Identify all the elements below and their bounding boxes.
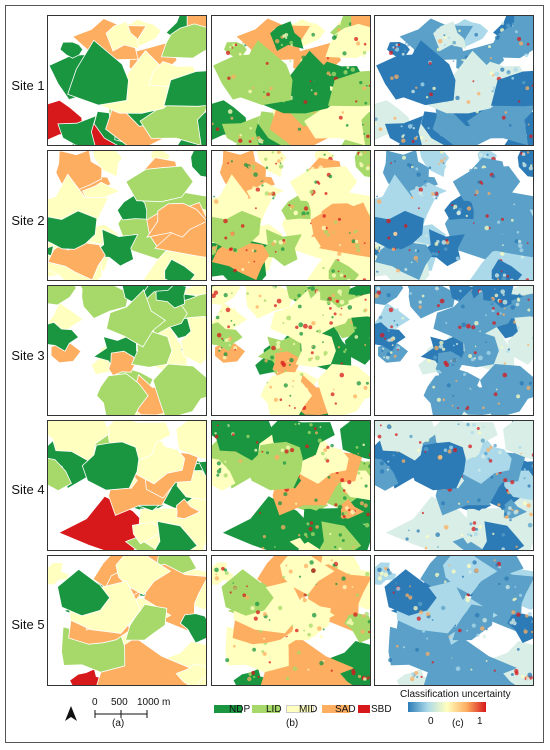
legend-swatch-sad — [322, 705, 350, 713]
site-1-label: Site 1 — [11, 78, 45, 93]
map-panel-site2-b — [211, 150, 371, 281]
uncertainty-colorbar — [408, 702, 486, 712]
map-panel-site3-b — [211, 285, 371, 416]
map-panel-site4-a — [47, 420, 207, 551]
map-panel-site4-b — [211, 420, 371, 551]
column-label-b: (b) — [286, 718, 299, 729]
map-panel-site5-b — [211, 555, 371, 686]
map-panel-site1-b — [211, 15, 371, 146]
site-4-label: Site 4 — [11, 482, 45, 497]
column-label-a: (a) — [112, 718, 125, 729]
legend-label-mid: MID — [299, 704, 318, 715]
uncertainty-max: 1 — [477, 716, 483, 727]
column-label-c: (c) — [452, 718, 464, 729]
scale-tick-500: 500 — [111, 697, 128, 708]
site-3-label: Site 3 — [11, 348, 45, 363]
legend-label-sbd: SBD — [371, 704, 392, 715]
map-panel-site2-c — [374, 150, 534, 281]
north-arrow-icon — [65, 706, 77, 721]
legend-label-sad: SAD — [335, 704, 356, 715]
map-panel-site4-c — [374, 420, 534, 551]
site-5-label: Site 5 — [11, 617, 45, 632]
map-panel-site2-a — [47, 150, 207, 281]
scale-tick-0: 0 — [92, 697, 98, 708]
legend-swatch-lid — [252, 705, 280, 713]
map-panel-site5-a — [47, 555, 207, 686]
legend-label-ndp: NDP — [229, 704, 251, 715]
legend-label-lid: LID — [266, 704, 282, 715]
map-panel-site3-c — [374, 285, 534, 416]
legend-swatch-mid — [286, 705, 314, 713]
map-panel-site3-a — [47, 285, 207, 416]
legend-swatch-sbd — [358, 705, 370, 713]
scale-tick-1000: 1000 m — [137, 697, 171, 708]
map-panel-site1-c — [374, 15, 534, 146]
map-panel-site5-c — [374, 555, 534, 686]
legend-swatch-ndp — [214, 705, 242, 713]
scale-bar — [94, 710, 148, 718]
uncertainty-legend-title: Classification uncertainty — [400, 689, 511, 700]
site-2-label: Site 2 — [11, 213, 45, 228]
uncertainty-min: 0 — [428, 716, 434, 727]
map-panel-site1-a — [47, 15, 207, 146]
